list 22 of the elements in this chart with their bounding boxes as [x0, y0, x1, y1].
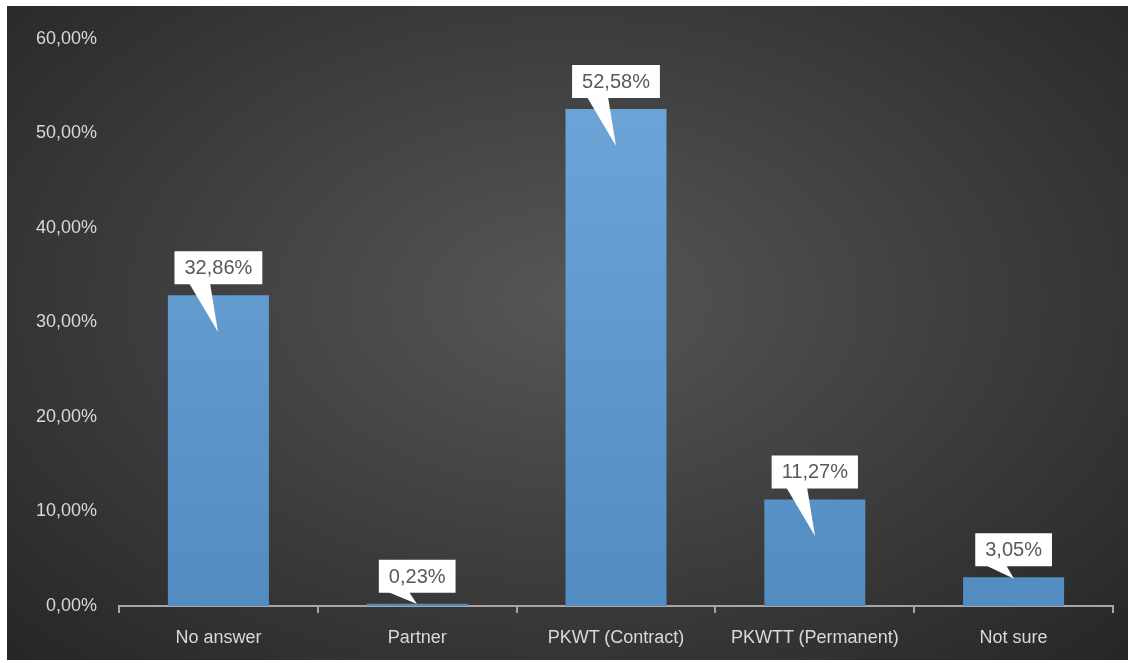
- y-tick-label: 50,00%: [35, 122, 97, 143]
- bar: [963, 577, 1065, 606]
- x-tick-label: PKWT (Contract): [547, 626, 685, 647]
- data-label: 52,58%: [582, 69, 651, 92]
- y-tick-label: 30,00%: [35, 311, 97, 332]
- data-label: 11,27%: [781, 460, 849, 483]
- data-label: 32,86%: [184, 256, 253, 279]
- x-tick-label: PKWTT (Permanent): [730, 626, 899, 647]
- y-tick-label: 20,00%: [35, 405, 97, 426]
- y-tick-label: 10,00%: [35, 500, 97, 521]
- y-tick-label: 60,00%: [35, 27, 97, 48]
- y-tick-label: 40,00%: [35, 216, 97, 237]
- bar: [565, 108, 667, 606]
- bar: [167, 295, 269, 606]
- x-tick-label: No answer: [175, 626, 262, 647]
- data-label: 0,23%: [388, 564, 446, 587]
- x-tick-label: Partner: [387, 626, 447, 647]
- x-tick-label: Not sure: [979, 626, 1048, 647]
- bar: [366, 603, 468, 606]
- data-label: 3,05%: [985, 538, 1043, 561]
- bar: [764, 499, 866, 606]
- y-tick-label: 0,00%: [45, 594, 97, 615]
